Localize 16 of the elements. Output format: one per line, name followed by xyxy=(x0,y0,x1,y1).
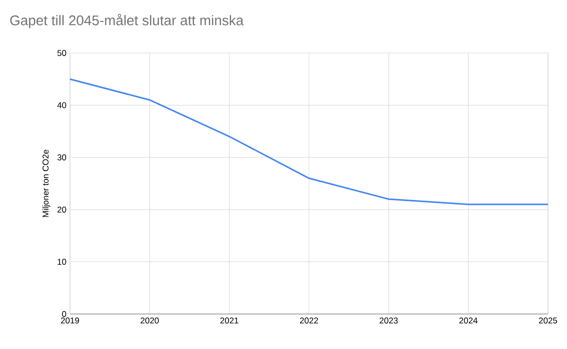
y-tick-label: 20 xyxy=(57,206,66,213)
x-tick-label: 2020 xyxy=(140,318,159,324)
x-tick-label: 2022 xyxy=(300,318,318,324)
y-tick-label: 10 xyxy=(58,258,66,265)
y-tick-label: 0 xyxy=(62,311,66,317)
x-tick-label: 2019 xyxy=(61,318,80,324)
x-tick-label: 2021 xyxy=(220,318,238,324)
x-tick-label: 2024 xyxy=(459,318,478,324)
y-tick-label: 30 xyxy=(57,154,66,160)
x-tick-label: 2023 xyxy=(380,318,398,324)
y-axis-title: Miljoner ton CO2e xyxy=(42,150,50,217)
y-tick-label: 40 xyxy=(57,102,66,108)
y-tick-label: 50 xyxy=(57,50,66,56)
line-series xyxy=(69,78,549,206)
x-tick-label: 2025 xyxy=(539,318,558,324)
chart-title: Gapet till 2045-målet slutar att minska xyxy=(10,14,244,28)
